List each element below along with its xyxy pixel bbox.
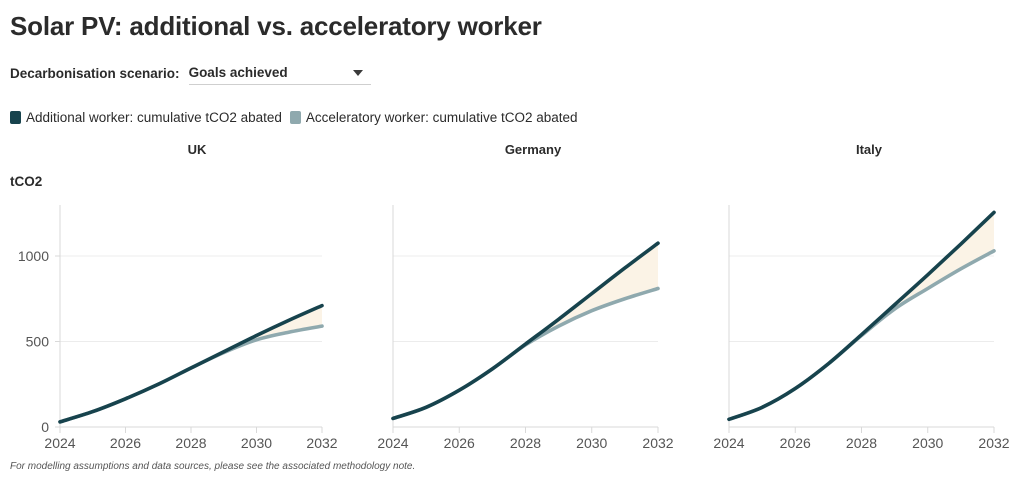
x-axis-tick-label: 2030 (912, 435, 943, 451)
scenario-label: Decarbonisation scenario: (10, 65, 180, 81)
series-line-additional-worker (727, 210, 996, 422)
x-axis-tick-label: 2024 (713, 435, 744, 451)
legend-item-label: Acceleratory worker: cumulative tCO2 aba… (305, 109, 578, 125)
series-line-additional-worker (58, 303, 324, 424)
x-axis-tick-label: 2024 (377, 435, 408, 451)
legend-item-acceleratory-worker[interactable]: Acceleratory worker: cumulative tCO2 aba… (289, 109, 578, 125)
panel-germany: 2024 2026 2028 2030 2032 (377, 205, 674, 451)
y-axis-tick-label: 500 (26, 334, 50, 350)
y-axis-tick-label: 0 (41, 419, 49, 435)
panel-italy: 2024 2026 2028 2030 2032 (713, 205, 1010, 451)
legend-swatch-icon (10, 110, 21, 124)
y-axis-unit-label: tCO2 (10, 174, 43, 189)
scenario-selector-row: Decarbonisation scenario: Goals achieved (10, 62, 371, 85)
footnote: For modelling assumptions and data sourc… (10, 461, 416, 472)
scenario-dropdown-value: Goals achieved (188, 65, 288, 80)
shaded-band (393, 243, 658, 419)
series-line-acceleratory-worker (391, 286, 660, 421)
scenario-dropdown[interactable]: Goals achieved (188, 62, 371, 85)
x-axis-tick-label: 2026 (444, 435, 475, 451)
x-axis-tick-label: 2024 (44, 435, 75, 451)
x-axis-tick-label: 2030 (241, 435, 272, 451)
panel-title-uk: UK (187, 142, 207, 157)
shaded-band (729, 212, 994, 420)
panel-title-italy: Italy (855, 142, 883, 157)
x-axis-tick-label: 2026 (110, 435, 141, 451)
chevron-down-icon (352, 69, 363, 76)
series-line-additional-worker (391, 241, 660, 421)
x-axis-tick-label: 2028 (510, 435, 541, 451)
y-axis-tick-label: 1000 (18, 248, 49, 264)
legend: Additional worker: cumulative tCO2 abate… (10, 109, 578, 125)
panel-title-germany: Germany (504, 142, 562, 157)
page-title: Solar PV: additional vs. acceleratory wo… (10, 11, 542, 41)
x-axis-tick-label: 2032 (978, 435, 1009, 451)
legend-item-additional-worker[interactable]: Additional worker: cumulative tCO2 abate… (10, 110, 282, 125)
panel-uk: 2024 2026 2028 2030 2032 0 500 1000 (18, 205, 338, 451)
x-axis-tick-label: 2032 (306, 435, 337, 451)
x-axis-tick-label: 2030 (576, 435, 607, 451)
x-axis-tick-label: 2032 (642, 435, 673, 451)
legend-swatch-icon (289, 110, 301, 124)
x-axis-tick-label: 2026 (780, 435, 811, 451)
x-axis-tick-label: 2028 (846, 435, 877, 451)
x-axis-tick-label: 2028 (175, 435, 206, 451)
legend-item-label: Additional worker: cumulative tCO2 abate… (26, 109, 282, 125)
